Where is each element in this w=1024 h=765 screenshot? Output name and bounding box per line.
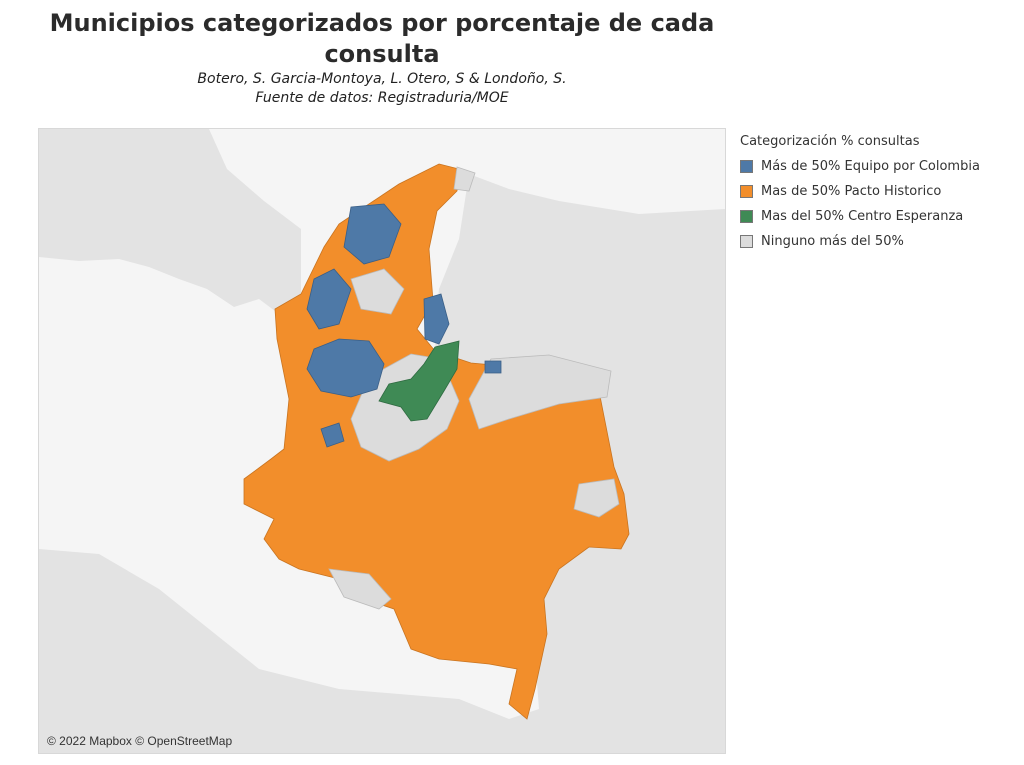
region-ninguno-caribbean (350, 268, 405, 315)
map-subtitle-source: Fuente de datos: Registraduria/MOE (255, 90, 509, 106)
region-ninguno-east (468, 354, 612, 430)
region-ninguno-guajira (453, 166, 476, 192)
region-equipo-cordoba (306, 268, 352, 330)
legend-item-centro-esperanza[interactable]: Mas del 50% Centro Esperanza (740, 204, 1020, 229)
region-ninguno-south (328, 568, 392, 610)
region-equipo-valle (320, 422, 345, 448)
legend-swatch (740, 160, 753, 173)
legend-swatch (740, 185, 753, 198)
south-america-land (39, 174, 725, 753)
map-view[interactable]: © 2022 Mapbox © OpenStreetMap (38, 128, 726, 754)
region-centro-esperanza-boyaca (378, 340, 460, 422)
chart-header: Municipios categorizados por porcentaje … (38, 8, 726, 108)
legend-title: Categorización % consultas (740, 134, 920, 149)
map-subtitle-authors: Botero, S. Garcia-Montoya, L. Otero, S &… (197, 71, 567, 87)
region-equipo-atlantico (343, 203, 402, 265)
legend-swatch (740, 235, 753, 248)
region-equipo-antioquia (306, 338, 385, 398)
region-equipo-santander (423, 293, 450, 345)
legend-label: Más de 50% Equipo por Colombia (761, 159, 980, 174)
region-equipo-arauca (484, 360, 502, 374)
legend-item-equipo-por-colombia[interactable]: Más de 50% Equipo por Colombia (740, 154, 1020, 179)
region-ninguno-southeast (573, 478, 620, 518)
legend-label: Mas de 50% Pacto Historico (761, 184, 942, 199)
legend-label: Mas del 50% Centro Esperanza (761, 209, 964, 224)
legend-label: Ninguno más del 50% (761, 234, 904, 249)
map-attribution: © 2022 Mapbox © OpenStreetMap (47, 734, 233, 748)
legend-swatch (740, 210, 753, 223)
map-title-line-2: consulta (324, 40, 440, 68)
map-canvas (39, 129, 725, 753)
map-legend: Categorización % consultas Más de 50% Eq… (740, 134, 1020, 254)
legend-item-pacto-historico[interactable]: Mas de 50% Pacto Historico (740, 179, 1020, 204)
map-title-line-1: Municipios categorizados por porcentaje … (49, 9, 715, 37)
central-america-land (39, 129, 301, 314)
legend-item-ninguno[interactable]: Ninguno más del 50% (740, 229, 1020, 254)
